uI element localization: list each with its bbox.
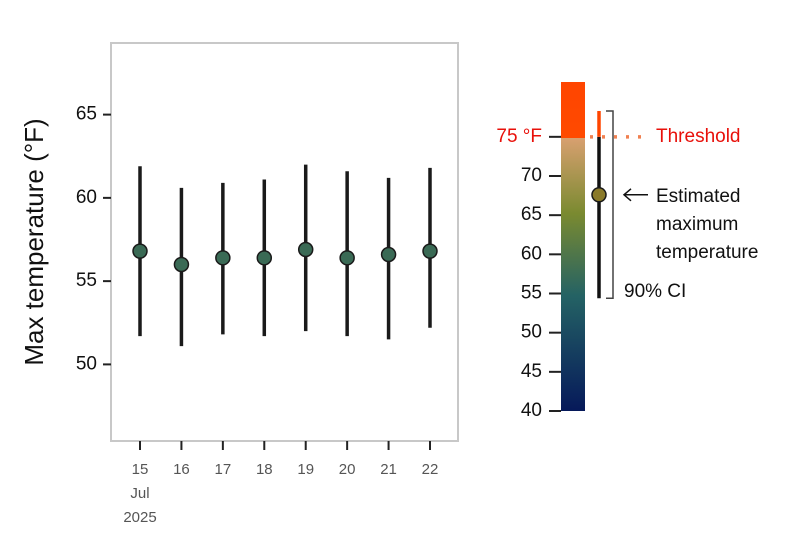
point xyxy=(297,241,314,258)
x-tick-label: 17 xyxy=(215,461,232,478)
point xyxy=(380,246,397,263)
x-tick-label: 20 xyxy=(339,461,356,478)
x-tick-label: 16 xyxy=(173,461,190,478)
estimate-label: maximum xyxy=(656,214,738,235)
y-tick-label: 65 xyxy=(76,104,97,125)
legend-tick-label: 40 xyxy=(521,400,542,421)
threshold-value-label: 75 °F xyxy=(496,126,542,147)
x-year-label: 2025 xyxy=(123,509,156,526)
legend-tick-label: 60 xyxy=(521,243,542,264)
y-tick-label: 60 xyxy=(76,187,97,208)
x-tick-label: 19 xyxy=(297,461,314,478)
x-tick-label: 22 xyxy=(422,461,439,478)
x-month-label: Jul xyxy=(130,485,149,502)
point xyxy=(132,243,148,259)
legend-point xyxy=(591,187,607,203)
point xyxy=(339,250,355,266)
plot-frame xyxy=(110,42,459,442)
y-tick-label: 50 xyxy=(76,353,97,374)
point xyxy=(173,256,190,273)
ci-label: 90% CI xyxy=(624,281,686,302)
legend-tick-label: 65 xyxy=(521,204,542,225)
estimate-label: temperature xyxy=(656,242,758,263)
point xyxy=(215,250,231,266)
legend-tick-label: 55 xyxy=(521,283,542,304)
legend-tick-label: 50 xyxy=(521,322,542,343)
legend-tick-label: 70 xyxy=(521,165,542,186)
legend-tick-label: 45 xyxy=(521,361,542,382)
y-tick-label: 55 xyxy=(76,270,97,291)
x-tick-label: 18 xyxy=(256,461,273,478)
x-tick-label: 21 xyxy=(380,461,397,478)
point xyxy=(256,250,273,266)
estimate-arrow xyxy=(622,188,648,202)
colorbar xyxy=(561,82,585,411)
x-tick-label: 15 xyxy=(132,461,149,478)
threshold-label: Threshold xyxy=(656,126,741,147)
y-axis-label: Max temperature (°F) xyxy=(19,118,49,365)
estimate-label: Estimated xyxy=(656,186,740,207)
ci-bracket xyxy=(606,110,614,299)
point xyxy=(422,243,438,259)
